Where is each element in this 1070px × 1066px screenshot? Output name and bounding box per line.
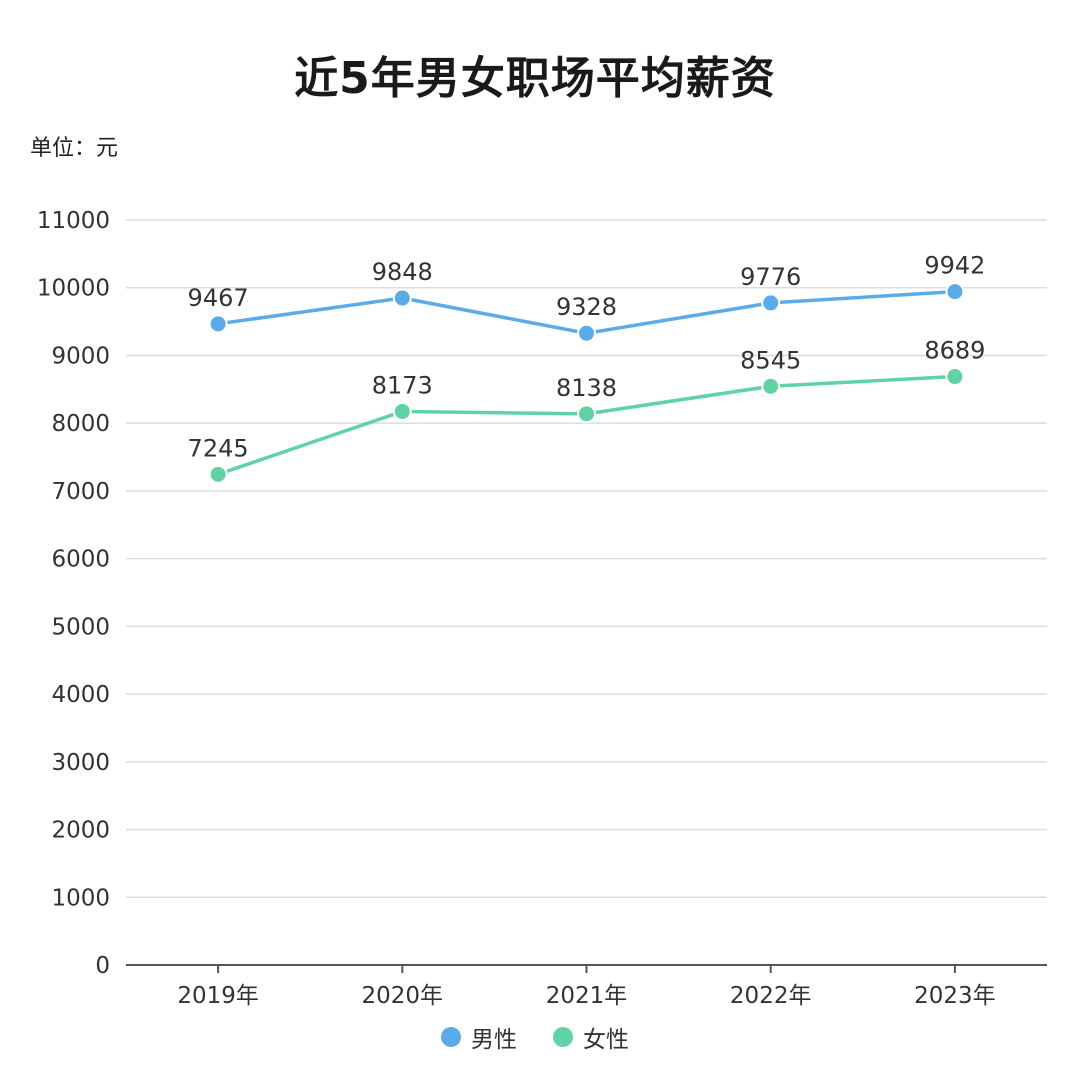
x-tick-label-0: 2019年 [177,983,259,1009]
y-tick-label-5000: 5000 [51,614,110,640]
data-point-female-3 [761,376,781,396]
y-tick-label-8000: 8000 [51,411,110,437]
y-tick-label-2000: 2000 [51,818,110,844]
data-point-male-0 [208,314,228,334]
data-label-female-0: 7245 [188,434,249,462]
legend: 男性 女性 [0,1020,1070,1054]
data-point-female-0 [208,464,228,484]
data-label-female-3: 8545 [740,346,801,374]
data-label-female-2: 8138 [556,374,617,402]
data-point-male-4 [945,282,965,302]
unit-label: 单位：元 [30,136,119,161]
legend-marker-female [553,1027,573,1047]
legend-item-female[interactable]: 女性 [553,1020,629,1054]
y-tick-label-7000: 7000 [51,479,110,505]
data-point-female-4 [945,367,965,387]
y-tick-label-9000: 9000 [51,343,110,369]
chart-title: 近5年男女职场平均薪资 [294,53,776,104]
data-point-male-3 [761,293,781,313]
x-tick-label-4: 2023年 [914,983,996,1009]
data-point-male-1 [392,288,412,308]
legend-item-male[interactable]: 男性 [441,1020,517,1054]
data-label-female-1: 8173 [372,371,433,399]
data-label-male-1: 9848 [372,258,433,286]
y-tick-label-11000: 11000 [37,208,110,234]
data-label-female-4: 8689 [924,337,985,365]
x-tick-label-3: 2022年 [730,983,812,1009]
y-tick-label-10000: 10000 [37,276,110,302]
data-label-male-0: 9467 [188,284,249,312]
y-tick-label-3000: 3000 [51,750,110,776]
data-label-male-3: 9776 [740,263,801,291]
y-tick-label-6000: 6000 [51,547,110,573]
legend-label-female: 女性 [583,1027,629,1053]
legend-label-male: 男性 [471,1027,517,1053]
data-label-male-2: 9328 [556,293,617,321]
y-tick-label-0: 0 [95,953,110,979]
y-tick-label-1000: 1000 [51,885,110,911]
y-tick-label-4000: 4000 [51,682,110,708]
data-point-female-2 [577,404,596,424]
data-point-male-2 [577,323,596,343]
legend-marker-male [441,1027,461,1047]
data-point-female-1 [392,401,412,421]
x-tick-label-1: 2020年 [362,983,444,1009]
data-label-male-4: 9942 [924,252,985,280]
x-tick-label-2: 2021年 [546,983,628,1009]
